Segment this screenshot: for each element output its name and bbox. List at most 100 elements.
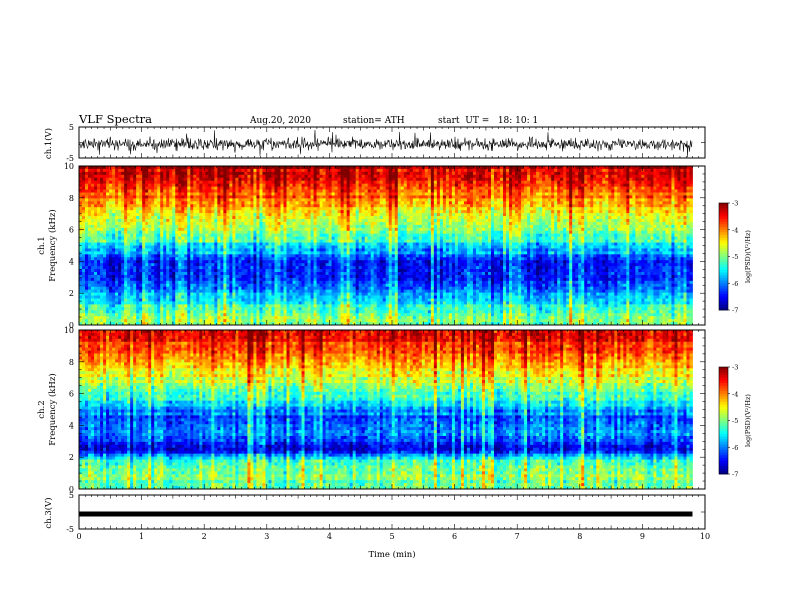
psd-cell [346, 204, 351, 208]
psd-cell [518, 213, 522, 217]
psd-cell [304, 198, 308, 202]
psd-cell [232, 213, 236, 217]
psd-cell [406, 177, 411, 182]
psd-cell [388, 166, 393, 170]
psd-cell [337, 171, 342, 176]
psd-cell [253, 166, 257, 170]
psd-cell [334, 183, 339, 188]
psd-cell [259, 186, 263, 190]
psd-cell [91, 219, 95, 223]
psd-cell [376, 171, 381, 176]
psd-cell [310, 201, 314, 205]
psd-cell [680, 207, 684, 211]
psd-cell [689, 195, 693, 199]
psd-cell [484, 183, 489, 188]
psd-cell [238, 177, 242, 182]
psd-cell [193, 233, 197, 238]
psd-cell [313, 224, 317, 229]
psd-cell [265, 166, 269, 170]
psd-cell [497, 224, 501, 229]
psd-cell [238, 224, 242, 229]
psd-cell [515, 230, 519, 235]
psd-cell [316, 171, 320, 176]
psd-cell [506, 219, 510, 223]
psd-cell [229, 180, 233, 185]
psd-cell [133, 204, 137, 208]
psd-cell [635, 168, 639, 173]
psd-cell [487, 204, 492, 208]
psd-cell [500, 180, 504, 185]
psd-cell [677, 204, 681, 208]
psd-cell [205, 198, 209, 202]
psd-cell [608, 213, 612, 217]
psd-cell [497, 180, 501, 185]
psd-cell [430, 201, 435, 205]
psd-cell [247, 171, 251, 176]
psd-cell [352, 195, 357, 199]
psd-cell [620, 198, 624, 202]
psd-cell [632, 227, 636, 232]
psd-cell [274, 198, 278, 202]
psd-cell [193, 219, 197, 223]
psd-cell [307, 233, 311, 238]
psd-cell [656, 177, 660, 182]
psd-cell [512, 230, 516, 235]
psd-cell [379, 192, 384, 196]
psd-cell [445, 186, 450, 190]
psd-cell [232, 177, 236, 182]
psd-cell [593, 204, 597, 208]
psd-cell [214, 183, 218, 188]
psd-cell [181, 174, 185, 179]
psd-cell [361, 227, 366, 232]
psd-cell [626, 198, 630, 202]
psd-cell [349, 207, 354, 211]
psd-cell [382, 186, 387, 190]
psd-cell [647, 210, 651, 214]
psd-cell [382, 192, 387, 196]
psd-cell [560, 207, 564, 211]
psd-cell [253, 216, 257, 220]
psd-cell [427, 207, 432, 211]
psd-cell [199, 221, 203, 226]
psd-cell [157, 227, 161, 232]
psd-cell [181, 195, 185, 199]
psd-cell [220, 207, 224, 211]
psd-cell [515, 177, 519, 182]
psd-cell [611, 227, 615, 232]
psd-cell [587, 174, 591, 179]
psd-cell [590, 204, 594, 208]
psd-cell [268, 201, 272, 205]
psd-cell [454, 186, 459, 190]
psd-cell [196, 204, 200, 208]
psd-cell [635, 213, 639, 217]
psd-cell [349, 168, 354, 173]
psd-cell [250, 216, 254, 220]
psd-cell [388, 216, 393, 220]
psd-cell [88, 224, 92, 229]
psd-cell [244, 168, 248, 173]
psd-cell [626, 204, 630, 208]
psd-cell [298, 183, 302, 188]
psd-cell [145, 216, 149, 220]
psd-cell [313, 177, 317, 182]
psd-cell [223, 204, 227, 208]
psd-cell [391, 216, 396, 220]
psd-cell [295, 183, 299, 188]
psd-cell [277, 180, 281, 185]
psd-cell [469, 168, 474, 173]
psd-cell [415, 216, 420, 220]
psd-cell [524, 189, 528, 193]
psd-cell [602, 216, 606, 220]
psd-cell [178, 221, 182, 226]
psd-cell [653, 204, 657, 208]
psd-cell [292, 224, 296, 229]
psd-cell [500, 224, 504, 229]
psd-cell [442, 171, 447, 176]
psd-cell [533, 189, 537, 193]
psd-cell [169, 204, 173, 208]
psd-cell [554, 201, 558, 205]
psd-cell [244, 201, 248, 205]
psd-cell [391, 195, 396, 199]
psd-cell [412, 210, 417, 214]
psd-cell [614, 213, 618, 217]
